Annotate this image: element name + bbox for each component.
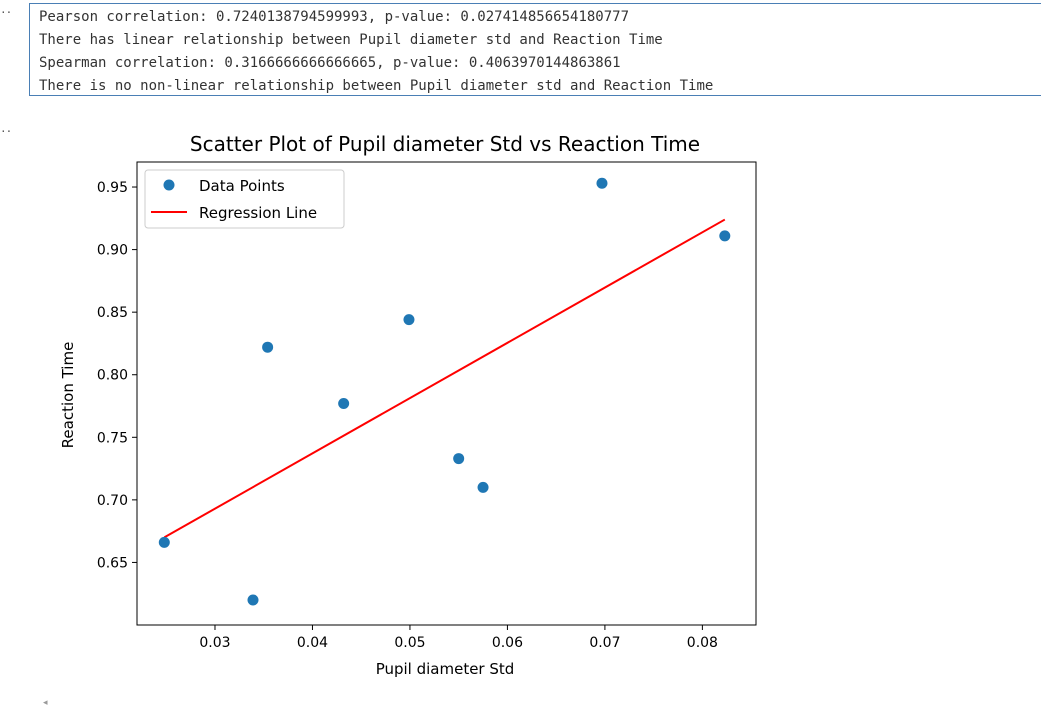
x-tick-label: 0.03 [199, 635, 230, 651]
data-point [596, 177, 608, 189]
data-point [477, 481, 489, 493]
data-point [719, 230, 731, 242]
output-line-pearson: Pearson correlation: 0.7240138794599993,… [39, 9, 630, 25]
x-tick-label: 0.05 [394, 635, 425, 651]
text-output-box: Pearson correlation: 0.7240138794599993,… [29, 3, 1041, 96]
data-point [262, 341, 274, 353]
scroll-left-icon[interactable]: ◂ [43, 698, 48, 708]
output-line-spearman: Spearman correlation: 0.3166666666666665… [39, 55, 621, 71]
axes: 0.03 0.04 0.05 0.06 0.07 0.08 0.65 0.70 0.75 0.80… [97, 161, 757, 651]
data-point [158, 536, 170, 548]
y-tick-label: 0.85 [97, 305, 128, 321]
chart-legend: Data Points Regression Line [144, 169, 345, 229]
x-tick-label: 0.04 [297, 635, 328, 651]
y-tick-label: 0.65 [97, 555, 128, 571]
chart-title: Scatter Plot of Pupil diameter Std vs Re… [190, 132, 700, 156]
data-point [453, 453, 465, 465]
legend-marker-data-points [163, 179, 175, 191]
legend-label-data-points: Data Points [199, 177, 285, 195]
output-gutter-marker[interactable]: ·· [0, 6, 12, 19]
data-point [247, 594, 259, 606]
plot-marks [158, 177, 731, 606]
legend-box [144, 169, 345, 229]
y-tick-label: 0.75 [97, 430, 128, 446]
y-axis-label: Reaction Time [59, 342, 77, 449]
x-tick-label: 0.06 [492, 635, 523, 651]
x-tick-label: 0.08 [687, 635, 718, 651]
plot-frame [136, 161, 757, 626]
regression-line [163, 218, 726, 539]
y-tick-label: 0.90 [97, 243, 128, 259]
x-axis-label: Pupil diameter Std [376, 660, 515, 678]
y-tick-label: 0.95 [97, 180, 128, 196]
output-line-linear-conclusion: There has linear relationship between Pu… [39, 32, 663, 48]
output-line-nonlinear-conclusion: There is no non-linear relationship betw… [39, 78, 714, 94]
y-tick-label: 0.70 [97, 493, 128, 509]
x-tick-label: 0.07 [589, 635, 620, 651]
data-point [403, 314, 415, 326]
y-tick-label: 0.80 [97, 368, 128, 384]
data-point [338, 398, 350, 410]
legend-label-regression-line: Regression Line [199, 204, 317, 222]
plot-gutter-marker[interactable]: ·· [0, 125, 12, 138]
